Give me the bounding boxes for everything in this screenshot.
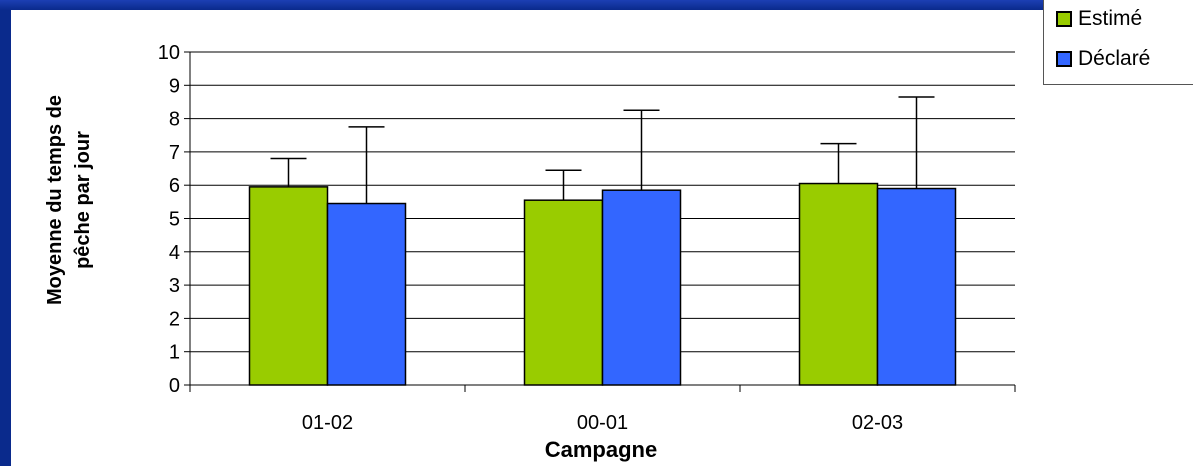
- y-tick-label: 8: [169, 109, 180, 131]
- y-tick-label: 5: [169, 209, 180, 231]
- x-tick-label: 02-03: [852, 412, 903, 434]
- y-tick-label: 1: [169, 342, 180, 364]
- bar: [523, 199, 604, 386]
- bar: [326, 202, 407, 386]
- y-tick-label: 4: [169, 242, 180, 264]
- y-tick-label: 10: [158, 42, 180, 64]
- bars: [248, 182, 957, 386]
- y-tick-label: 3: [169, 275, 180, 297]
- x-tick-labels: 01-02 00-01 02-03: [302, 412, 903, 434]
- slide-frame-top: [0, 0, 1193, 10]
- x-axis-title: Campagne: [545, 437, 657, 462]
- y-axis-title: Moyenne du temps de pêche par jour: [44, 95, 94, 305]
- chart-panel: 0 1 2 3 4 5 6 7 8 9 10 01-02 00-01 02-03 Campagne Mo…: [11, 10, 1193, 466]
- y-tick-label: 2: [169, 308, 180, 330]
- legend-swatch-declare: [1056, 51, 1072, 67]
- x-tick-label: 01-02: [302, 412, 353, 434]
- legend-label-estime: Estimé: [1078, 7, 1143, 30]
- bar: [876, 187, 957, 386]
- legend-item-estime: Estimé: [1056, 6, 1142, 32]
- legend: Estimé Déclaré: [1043, 0, 1193, 85]
- axes: [184, 51, 1016, 392]
- y-axis-title-line-1: Moyenne du temps de: [44, 95, 66, 305]
- legend-swatch-estime: [1056, 11, 1072, 27]
- legend-item-declare: Déclaré: [1056, 46, 1150, 72]
- y-tick-label: 6: [169, 175, 180, 197]
- y-tick-label: 7: [169, 142, 180, 164]
- y-tick-label: 9: [169, 75, 180, 97]
- legend-label-declare: Déclaré: [1078, 47, 1151, 70]
- bar-chart: 0 1 2 3 4 5 6 7 8 9 10 01-02 00-01 02-03 Campagne Mo…: [44, 42, 1016, 462]
- y-tick-labels: 0 1 2 3 4 5 6 7 8 9 10: [158, 42, 180, 397]
- bar: [248, 186, 329, 386]
- y-axis-title-line-2: pêche par jour: [72, 131, 94, 269]
- error-bars: [270, 96, 935, 204]
- y-tick-label: 0: [169, 375, 180, 397]
- x-tick-label: 00-01: [577, 412, 628, 434]
- bar: [601, 189, 682, 386]
- bar: [798, 182, 879, 386]
